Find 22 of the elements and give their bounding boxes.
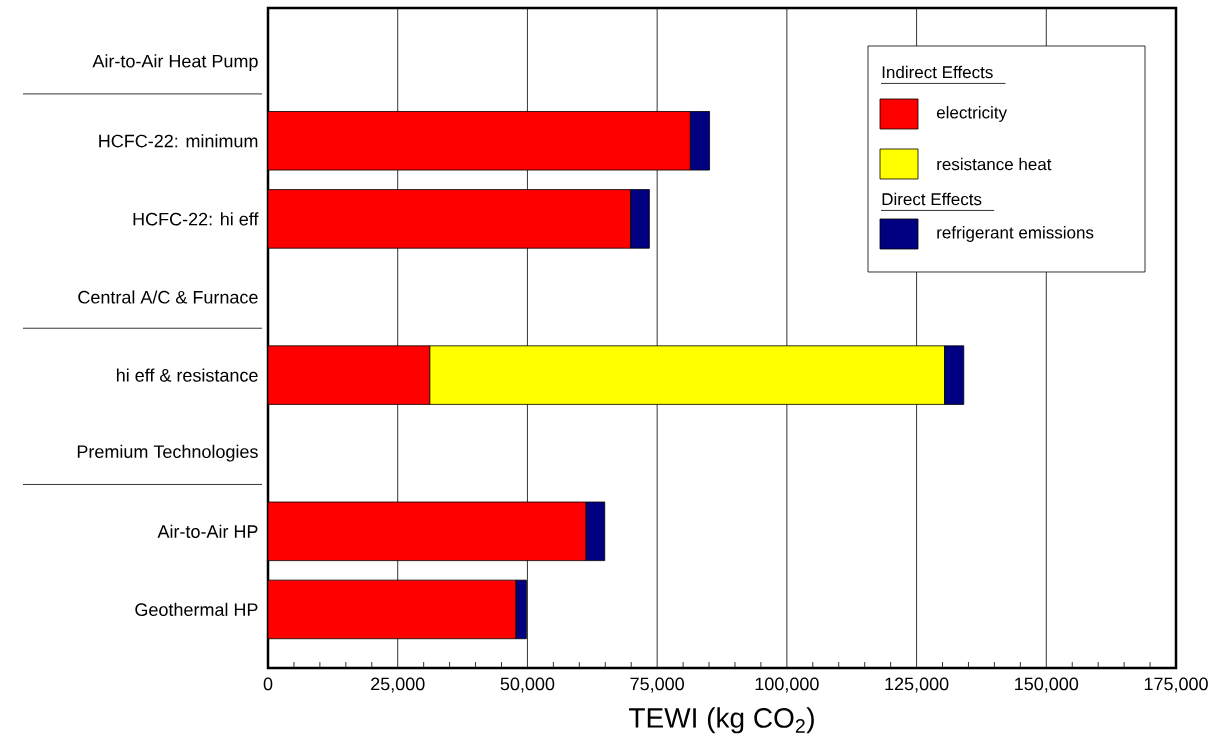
y-tick-label: HCFC-22: hi eff	[133, 212, 259, 226]
x-tick-label: 175,000	[1144, 677, 1208, 693]
y-tick-label: Central A/C & Furnace	[78, 290, 258, 304]
x-tick-label: 100,000	[755, 677, 819, 693]
y-tick-label: HCFC-22: minimum	[99, 134, 258, 148]
x-tick-label: 150,000	[1015, 677, 1079, 693]
x-tick-label: 25,000	[371, 677, 425, 693]
x-axis-title: TEWI (kg CO$_{2}$)	[629, 707, 814, 734]
x-tick-label: 75,000	[630, 677, 684, 693]
y-tick-label: Air-to-Air Heat Pump	[92, 54, 258, 72]
legend-title: Indirect Effects	[882, 65, 993, 79]
y-tick-label: Premium Technologies	[77, 444, 258, 462]
x-tick-label: 50,000	[500, 677, 555, 693]
y-tick-label: Geothermal HP	[135, 602, 258, 617]
y-tick-label: hi eff & resistance	[116, 368, 258, 382]
y-tick-label: Air-to-Air HP	[157, 524, 258, 538]
legend-label: refrigerant emissions	[937, 226, 1094, 242]
annotation: Direct Effects	[882, 192, 982, 206]
legend-label: resistance heat	[937, 157, 1052, 171]
x-tick-label: 0	[263, 677, 273, 691]
x-tick-label: 125,000	[885, 677, 949, 693]
legend-label: electricity	[936, 106, 1008, 122]
